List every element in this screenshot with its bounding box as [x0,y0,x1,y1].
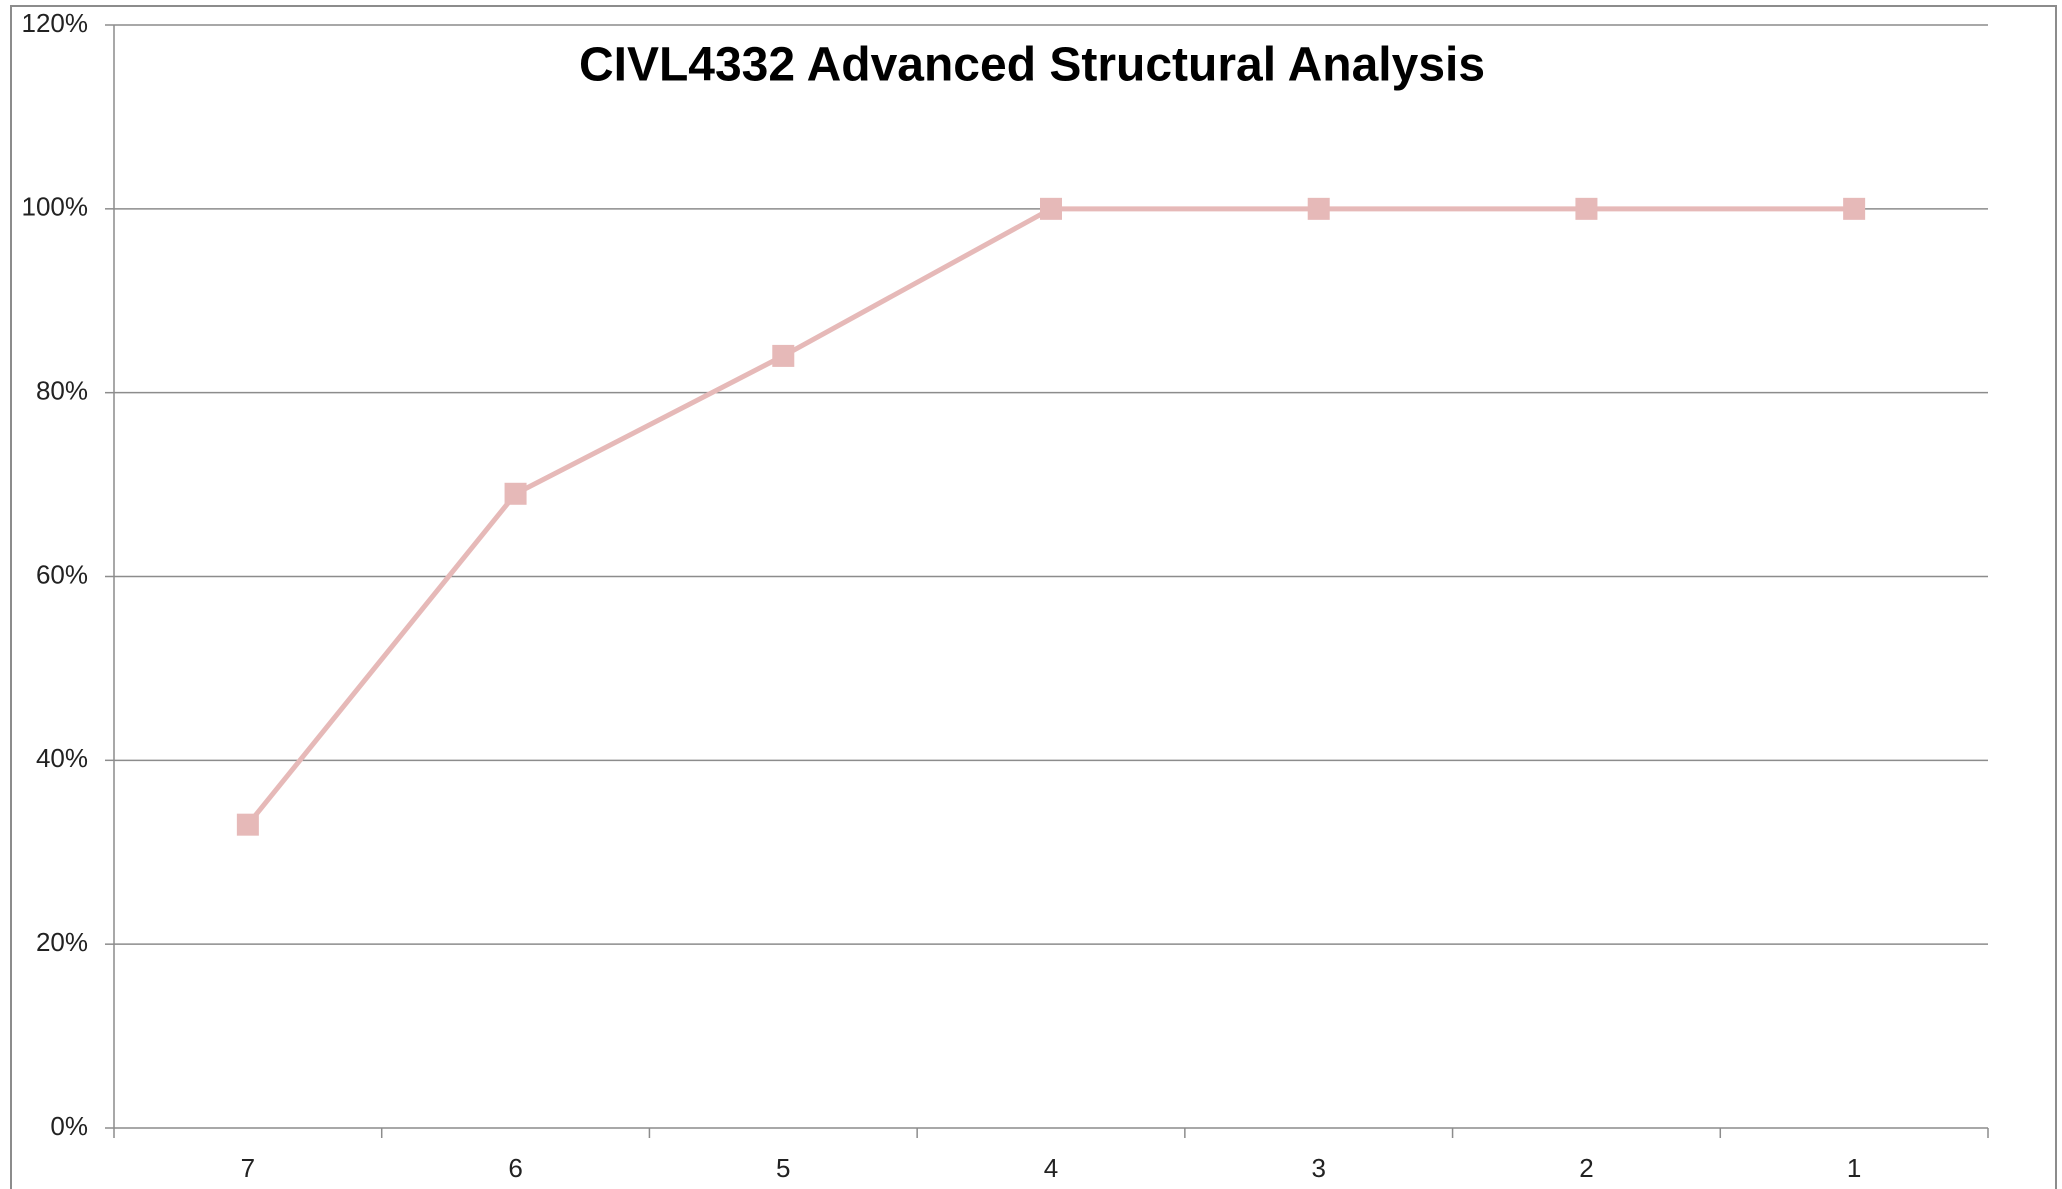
point-marker [504,482,527,505]
y-tick-label: 120% [22,8,89,38]
y-tick-label: 60% [36,559,88,589]
y-tick-label: 20% [36,927,88,957]
x-tick-label: 1 [1847,1153,1861,1183]
x-tick-label: 7 [241,1153,255,1183]
series-line [245,206,1855,827]
x-tick-label: 6 [508,1153,522,1183]
y-tick-label: 40% [36,743,88,773]
x-tick-label: 4 [1044,1153,1058,1183]
point-marker [1575,197,1598,220]
x-tick-label: 3 [1311,1153,1325,1183]
chart-title: CIVL4332 Advanced Structural Analysis [579,39,1485,92]
point-marker [1843,197,1866,220]
y-tick-label: 100% [22,192,89,222]
point-marker [1307,197,1330,220]
y-tick-label: 0% [50,1111,88,1141]
point-marker [236,813,259,836]
y-tick-label: 80% [36,376,88,406]
chart-frame [10,5,2057,1189]
x-tick-label: 2 [1579,1153,1593,1183]
x-tick-label: 5 [776,1153,790,1183]
point-marker [1040,197,1062,220]
point-marker [772,344,795,367]
